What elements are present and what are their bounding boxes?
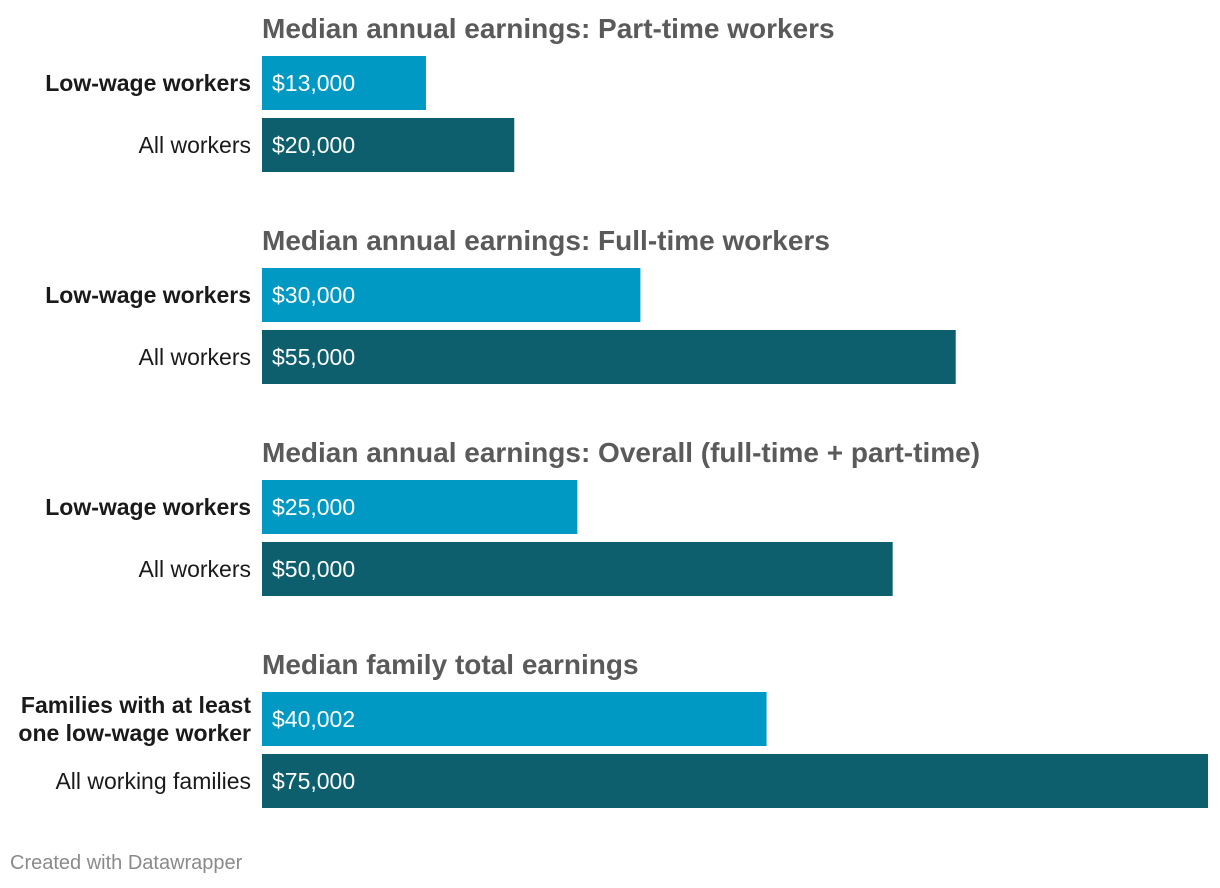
category-label: one low-wage worker (18, 720, 251, 746)
bar-value-label: $75,000 (272, 768, 355, 794)
bar-highlight (262, 692, 767, 746)
bar-value-label: $50,000 (272, 556, 355, 582)
category-label: All working families (55, 768, 251, 794)
bar-value-label: $40,002 (272, 706, 355, 732)
earnings-bar-chart: Median annual earnings: Part-time worker… (18, 13, 1208, 808)
bar-value-label: $55,000 (272, 344, 355, 370)
bar-base (262, 754, 1208, 808)
bar-highlight (262, 480, 578, 534)
category-label: All workers (139, 132, 251, 158)
bar-highlight (262, 268, 641, 322)
panel-title: Median annual earnings: Part-time worker… (262, 13, 835, 44)
category-label: All workers (139, 344, 251, 370)
category-label: Low-wage workers (45, 494, 251, 520)
panel-title: Median annual earnings: Overall (full-ti… (262, 437, 980, 468)
bar-base (262, 118, 515, 172)
panel-title: Median family total earnings (262, 649, 639, 680)
bar-value-label: $13,000 (272, 70, 355, 96)
category-label: Low-wage workers (45, 282, 251, 308)
bar-value-label: $20,000 (272, 132, 355, 158)
bar-value-label: $30,000 (272, 282, 355, 308)
bar-base (262, 330, 956, 384)
panel-title: Median annual earnings: Full-time worker… (262, 225, 830, 256)
category-label: Low-wage workers (45, 70, 251, 96)
bar-highlight (262, 56, 426, 110)
bar-base (262, 542, 893, 596)
category-label: Families with at least (21, 692, 251, 718)
footer-credit: Created with Datawrapper (10, 852, 243, 874)
category-label: All workers (139, 556, 251, 582)
bar-value-label: $25,000 (272, 494, 355, 520)
